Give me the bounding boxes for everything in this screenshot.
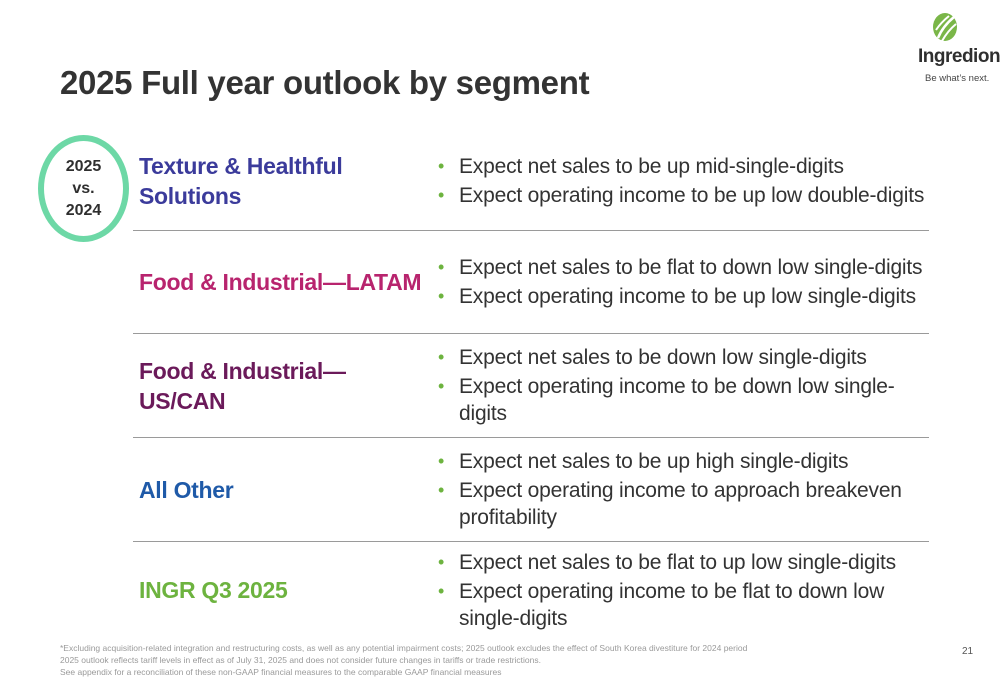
footnote-line: See appendix for a reconciliation of the… bbox=[60, 667, 502, 677]
badge-year-prior: 2024 bbox=[65, 201, 102, 219]
page-number: 21 bbox=[962, 646, 974, 657]
outlook-bullet: Expect operating income to be up low sin… bbox=[429, 283, 929, 310]
footnotes: *Excluding acquisition-related integrati… bbox=[60, 642, 747, 678]
segment-name-line: Solutions bbox=[139, 182, 242, 209]
badge-year-current: 2025 bbox=[65, 157, 102, 175]
segment-name: Food & Industrial—US/CAN bbox=[133, 356, 429, 416]
ingredion-logo: Ingredion. Be what’s next. bbox=[912, 12, 1000, 92]
outlook-bullet: Expect net sales to be down low single-d… bbox=[429, 344, 929, 371]
page-title: 2025 Full year outlook by segment bbox=[60, 64, 590, 101]
segment-name-line: Food & Industrial—LATAM bbox=[139, 269, 422, 295]
segment-row-texture-healthful: Texture & Healthful Solutions Expect net… bbox=[133, 131, 929, 231]
segment-row-ingr-total: INGR Q3 2025 Expect net sales to be flat… bbox=[133, 542, 929, 638]
segment-name-line: Texture & Healthful bbox=[139, 152, 343, 179]
segment-name-line: Food & Industrial—US/CAN bbox=[139, 357, 346, 414]
segment-row-all-other: All Other Expect net sales to be up high… bbox=[133, 438, 929, 542]
segment-name: INGR Q3 2025 bbox=[133, 575, 429, 605]
outlook-bullet: Expect operating income to be up low dou… bbox=[429, 182, 929, 209]
outlook-bullets: Expect net sales to be down low single-d… bbox=[429, 342, 929, 429]
outlook-bullets: Expect net sales to be flat to down low … bbox=[429, 252, 929, 312]
segment-name: Food & Industrial—LATAM bbox=[133, 267, 429, 297]
segment-name-line: All Other bbox=[139, 476, 234, 503]
segment-row-latam: Food & Industrial—LATAM Expect net sales… bbox=[133, 231, 929, 334]
segment-name-line: INGR Q3 2025 bbox=[139, 577, 288, 603]
outlook-bullet: Expect operating income to approach brea… bbox=[429, 477, 929, 531]
year-comparison-badge: 2025 vs. 2024 bbox=[38, 135, 129, 242]
logo-wordmark: Ingredion. bbox=[918, 46, 1000, 67]
leaf-icon bbox=[933, 13, 957, 42]
outlook-bullets: Expect net sales to be up mid-single-dig… bbox=[429, 151, 929, 211]
badge-vs: vs. bbox=[72, 179, 95, 197]
segment-row-us-can: Food & Industrial—US/CAN Expect net sale… bbox=[133, 334, 929, 438]
outlook-bullets: Expect net sales to be flat to up low si… bbox=[429, 547, 929, 634]
outlook-bullet: Expect net sales to be up mid-single-dig… bbox=[429, 153, 929, 180]
outlook-bullet: Expect operating income to be flat to do… bbox=[429, 578, 929, 632]
logo-tagline: Be what’s next. bbox=[925, 73, 990, 84]
segment-table: Texture & Healthful Solutions Expect net… bbox=[133, 131, 929, 638]
footnote-line: 2025 outlook reflects tariff levels in e… bbox=[60, 655, 541, 665]
footnote-line: *Excluding acquisition-related integrati… bbox=[60, 643, 748, 653]
outlook-bullet: Expect net sales to be flat to up low si… bbox=[429, 549, 929, 576]
outlook-bullet: Expect net sales to be flat to down low … bbox=[429, 254, 929, 281]
outlook-bullet: Expect operating income to be down low s… bbox=[429, 373, 929, 427]
segment-name: All Other bbox=[133, 475, 429, 505]
outlook-bullets: Expect net sales to be up high single-di… bbox=[429, 446, 929, 533]
segment-name: Texture & Healthful Solutions bbox=[133, 151, 429, 211]
outlook-bullet: Expect net sales to be up high single-di… bbox=[429, 448, 929, 475]
